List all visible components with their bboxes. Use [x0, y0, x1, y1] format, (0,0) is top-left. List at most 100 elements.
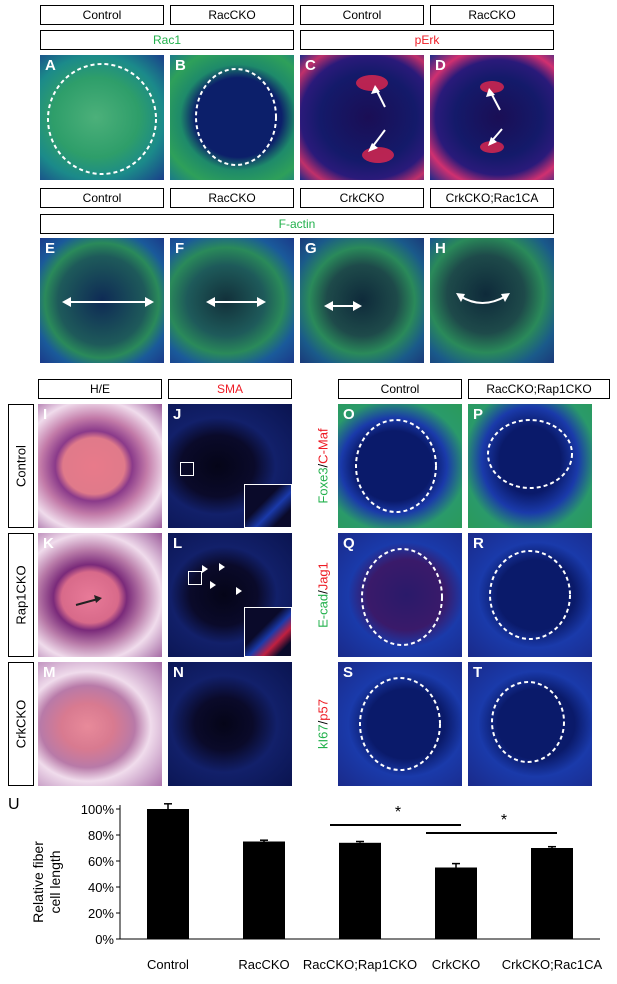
panel-label-c: C [305, 57, 316, 74]
lens-outline [487, 419, 573, 489]
header-control-o: Control [338, 379, 462, 399]
significance-star: * [395, 804, 401, 821]
lens-outline [359, 677, 441, 771]
header-control-c: Control [300, 5, 424, 25]
significance-star: * [501, 812, 507, 829]
panel-label-m: M [43, 664, 56, 681]
lens-outline [47, 63, 157, 175]
header-control-a: Control [40, 5, 164, 25]
inset-zoom [244, 484, 292, 528]
panel-label-l: L [173, 535, 183, 552]
selection-box [180, 462, 194, 476]
panel-label-f: F [175, 240, 185, 257]
header-crkcko-g: CrkCKO [300, 188, 424, 208]
row-label-rap1cko: Rap1CKO [8, 533, 34, 657]
panel-label-p: P [473, 406, 484, 423]
row-label-control-text: Control [13, 445, 29, 487]
bar [531, 848, 573, 939]
stain-cmaf: C-Maf [315, 428, 331, 464]
header-raccko-rap1cko: RacCKO;Rap1CKO [468, 379, 610, 399]
panel-label-s: S [343, 664, 354, 681]
panel-label-g: G [305, 240, 317, 257]
header-raccko-b: RacCKO [170, 5, 294, 25]
y-axis-label-line1: Relative fiber [30, 841, 46, 923]
x-tick-label: Control [147, 957, 189, 972]
panel-label-b: B [175, 57, 186, 74]
length-arrow [62, 297, 154, 307]
x-tick-label: RacCKO;Rap1CKO [303, 957, 417, 972]
stain-foxe3-cmaf-text: Foxe3/C-Maf [315, 428, 331, 504]
stain-foxe3: Foxe3 [315, 467, 331, 504]
stain-rac1-header: Rac1 [40, 30, 294, 50]
y-tick-label: 100% [81, 802, 115, 817]
stain-ki67: kI67 [315, 724, 331, 749]
header-he: H/E [38, 379, 162, 399]
y-tick-label: 0% [95, 932, 114, 947]
y-tick-label: 60% [88, 854, 114, 869]
y-axis-label-line2: cell length [47, 850, 63, 913]
panel-label-r: R [473, 535, 484, 552]
stain-ki67-p57-text: kI67/p57 [315, 699, 331, 749]
panel-p-image: P [468, 404, 592, 528]
x-tick-label: CrkCKO [432, 957, 480, 972]
panel-d-image: D [430, 55, 554, 180]
bar [147, 809, 189, 939]
panel-r-image: R [468, 533, 592, 657]
bar [435, 867, 477, 939]
panel-label-e: E [45, 240, 56, 257]
row-label-rap1cko-text: Rap1CKO [13, 565, 29, 625]
length-arrow [206, 297, 266, 307]
x-tick-label: RacCKO [238, 957, 289, 972]
lens-outline [355, 419, 437, 513]
length-arrow [456, 293, 510, 304]
panel-label-q: Q [343, 535, 355, 552]
lens-outline [489, 550, 571, 640]
stain-ecad-jag1-text: E-cad/Jag1 [315, 562, 331, 628]
panel-o-image: O [338, 404, 462, 528]
arrowhead-icons [202, 563, 242, 595]
panel-label-n: N [173, 664, 184, 681]
stain-p57: p57 [315, 699, 331, 721]
header-raccko-f: RacCKO [170, 188, 294, 208]
panel-b-image: B [170, 55, 294, 180]
y-tick-label: 80% [88, 828, 114, 843]
header-crkcko-rac1ca-h: CrkCKO;Rac1CA [430, 188, 554, 208]
panel-k-image: K [38, 533, 162, 657]
panel-e-image: E [40, 238, 164, 363]
panel-label-a: A [45, 57, 56, 74]
stain-ecad: E-cad [315, 593, 331, 628]
lens-outline [491, 681, 565, 763]
perk-arrows [480, 81, 504, 153]
chart-panel-label: U [8, 796, 20, 813]
y-tick-label: 20% [88, 906, 114, 921]
panel-label-h: H [435, 240, 446, 257]
panel-label-j: J [173, 406, 182, 423]
panel-n-image: N [168, 662, 292, 786]
stain-factin-header: F-actin [40, 214, 554, 234]
inset-zoom [244, 607, 292, 657]
panel-s-image: S [338, 662, 462, 786]
length-arrow [324, 301, 362, 311]
arrow-icon [75, 595, 102, 606]
panel-label-d: D [435, 57, 446, 74]
panel-label-t: T [473, 664, 483, 681]
panel-label-i: I [43, 406, 48, 423]
y-tick-label: 40% [88, 880, 114, 895]
bar-chart: U Relative fiber cell length 0% 20% 40% 60%… [8, 796, 603, 972]
bar [339, 842, 381, 939]
panel-i-image: I [38, 404, 162, 528]
header-control-e: Control [40, 188, 164, 208]
stain-perk-header: pErk [300, 30, 554, 50]
x-tick-label: CrkCKO;Rac1CA [502, 957, 603, 972]
header-sma: SMA [168, 379, 292, 399]
row-label-control: Control [8, 404, 34, 528]
panel-label-k: K [43, 535, 54, 552]
panel-a-image: A [40, 55, 164, 180]
header-raccko-d: RacCKO [430, 5, 554, 25]
perk-arrows [356, 75, 394, 163]
panel-label-o: O [343, 406, 355, 423]
lens-outline [361, 548, 443, 646]
panel-h-image: H [430, 238, 554, 363]
panel-c-image: C [300, 55, 424, 180]
panel-f-image: F [170, 238, 294, 363]
